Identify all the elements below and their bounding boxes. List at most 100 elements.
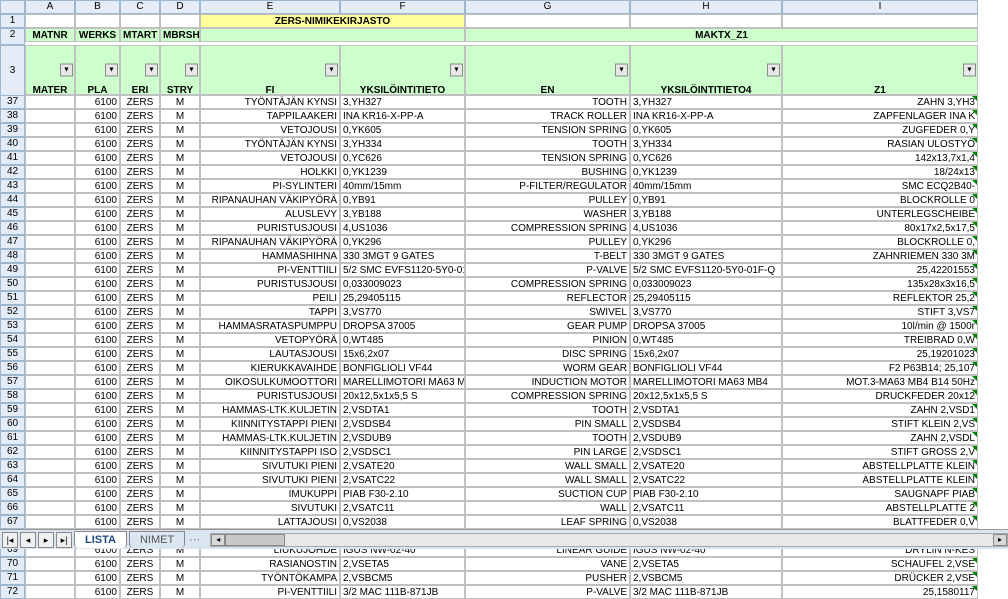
cell-F[interactable]: 2,VSATC22	[340, 473, 465, 487]
filter-btn-A[interactable]	[60, 64, 73, 77]
rowhead[interactable]: 59	[0, 403, 25, 417]
cell-B[interactable]: 6100	[75, 473, 120, 487]
rowhead[interactable]: 67	[0, 515, 25, 529]
hscroll-thumb[interactable]	[225, 534, 285, 546]
cell-A[interactable]	[25, 193, 75, 207]
rowhead[interactable]: 43	[0, 179, 25, 193]
cell-G[interactable]: SWIVEL	[465, 305, 630, 319]
filter-btn-D[interactable]	[185, 64, 198, 77]
cell-A[interactable]	[25, 571, 75, 585]
cell-C[interactable]: ZERS	[120, 319, 160, 333]
cell-F[interactable]: 3,VS770	[340, 305, 465, 319]
rowhead[interactable]: 40	[0, 137, 25, 151]
rowhead[interactable]: 47	[0, 235, 25, 249]
cell-A[interactable]	[25, 221, 75, 235]
cell-B[interactable]: 6100	[75, 501, 120, 515]
cell-C[interactable]: ZERS	[120, 515, 160, 529]
cell-G[interactable]: COMPRESSION SPRING	[465, 221, 630, 235]
cell-A[interactable]	[25, 277, 75, 291]
cell-F[interactable]: MARELLIMOTORI MA63 MB4	[340, 375, 465, 389]
cell-G[interactable]: TOOTH	[465, 431, 630, 445]
filter-btn-G[interactable]	[615, 64, 628, 77]
cell-H[interactable]: 0,YK296	[630, 235, 782, 249]
cell-E[interactable]: OIKOSULKUMOOTTORI	[200, 375, 340, 389]
cell-I[interactable]: ZAHN 2,VSD1	[782, 403, 978, 417]
cell-C[interactable]: ZERS	[120, 417, 160, 431]
cell-C[interactable]: ZERS	[120, 291, 160, 305]
cell-G[interactable]: DISC SPRING	[465, 347, 630, 361]
cell-H[interactable]: 15x6,2x07	[630, 347, 782, 361]
cell-G[interactable]: PUSHER	[465, 571, 630, 585]
cell-C[interactable]: ZERS	[120, 193, 160, 207]
cell-D[interactable]: M	[160, 221, 200, 235]
cell-E[interactable]: HAMMASRATASPUMPPU	[200, 319, 340, 333]
cell-C[interactable]: ZERS	[120, 235, 160, 249]
cell-H[interactable]: 330 3MGT 9 GATES	[630, 249, 782, 263]
cell-B[interactable]: 6100	[75, 459, 120, 473]
cell-I[interactable]: 18/24x13	[782, 165, 978, 179]
cell-D[interactable]: M	[160, 137, 200, 151]
cell-H[interactable]: 5/2 SMC EVFS1120-5Y0-01F-Q	[630, 263, 782, 277]
rowhead[interactable]: 41	[0, 151, 25, 165]
cell-C[interactable]: ZERS	[120, 445, 160, 459]
rowhead[interactable]: 70	[0, 557, 25, 571]
cell-C[interactable]: ZERS	[120, 459, 160, 473]
cell-C[interactable]: ZERS	[120, 179, 160, 193]
cell-I[interactable]: 10l/min @ 1500r	[782, 319, 978, 333]
cell-A[interactable]	[25, 333, 75, 347]
cell-F[interactable]: 2,VSATE20	[340, 459, 465, 473]
cell-A[interactable]	[25, 137, 75, 151]
cell-D[interactable]: M	[160, 459, 200, 473]
cell-H[interactable]: BONFIGLIOLI VF44	[630, 361, 782, 375]
cell-G[interactable]: T-BELT	[465, 249, 630, 263]
cell-F[interactable]: 3/2 MAC 111B-871JB	[340, 585, 465, 599]
cell-I[interactable]: BLOCKROLLE 0,	[782, 235, 978, 249]
cell-G[interactable]: PINION	[465, 333, 630, 347]
filter-btn-H[interactable]	[767, 64, 780, 77]
cell-E[interactable]: TYÖNTÄJÄN KYNSI	[200, 137, 340, 151]
cell-A[interactable]	[25, 165, 75, 179]
cell-B[interactable]: 6100	[75, 95, 120, 109]
cell-A[interactable]	[25, 263, 75, 277]
cell-B[interactable]: 6100	[75, 375, 120, 389]
rowhead[interactable]: 38	[0, 109, 25, 123]
cell-I[interactable]: BLOCKROLLE 0	[782, 193, 978, 207]
cell-A[interactable]	[25, 403, 75, 417]
cell-B[interactable]: 6100	[75, 347, 120, 361]
cell-E[interactable]: PURISTUSJOUSI	[200, 389, 340, 403]
cell-G[interactable]: INDUCTION MOTOR	[465, 375, 630, 389]
cell-C[interactable]: ZERS	[120, 165, 160, 179]
cell-B[interactable]: 6100	[75, 487, 120, 501]
cell-E[interactable]: HAMMAS-LTK.KULJETIN	[200, 403, 340, 417]
cell-B[interactable]: 6100	[75, 403, 120, 417]
rowhead[interactable]: 60	[0, 417, 25, 431]
rowhead[interactable]: 66	[0, 501, 25, 515]
cell-B[interactable]: 6100	[75, 123, 120, 137]
cell-I[interactable]: STIFT KLEIN 2,VS	[782, 417, 978, 431]
cell-F[interactable]: 2,VSATC11	[340, 501, 465, 515]
cell-G[interactable]: P-VALVE	[465, 585, 630, 599]
cell-D[interactable]: M	[160, 291, 200, 305]
cell-E[interactable]: PI-VENTTIILI	[200, 585, 340, 599]
cell-A[interactable]	[25, 445, 75, 459]
cell-F[interactable]: 4,US1036	[340, 221, 465, 235]
cell-G[interactable]: TOOTH	[465, 95, 630, 109]
cell-A[interactable]	[25, 585, 75, 599]
cell-E[interactable]: TYÖNTÄJÄN KYNSI	[200, 95, 340, 109]
cell-A[interactable]	[25, 207, 75, 221]
cell-D[interactable]: M	[160, 207, 200, 221]
cell-A[interactable]	[25, 515, 75, 529]
cell-C[interactable]: ZERS	[120, 473, 160, 487]
cell-H[interactable]: 3/2 MAC 111B-871JB	[630, 585, 782, 599]
cell-F[interactable]: 0,YK1239	[340, 165, 465, 179]
cell-C[interactable]: ZERS	[120, 361, 160, 375]
cell-F[interactable]: 2,VSBCM5	[340, 571, 465, 585]
cell-G[interactable]: WASHER	[465, 207, 630, 221]
col-F[interactable]: F	[340, 0, 465, 14]
cell-A[interactable]	[25, 375, 75, 389]
hscroll-right[interactable]: ▸	[993, 534, 1007, 546]
cell-C[interactable]: ZERS	[120, 431, 160, 445]
cell-D[interactable]: M	[160, 431, 200, 445]
cell-H[interactable]: 0,YB91	[630, 193, 782, 207]
rowhead[interactable]: 45	[0, 207, 25, 221]
